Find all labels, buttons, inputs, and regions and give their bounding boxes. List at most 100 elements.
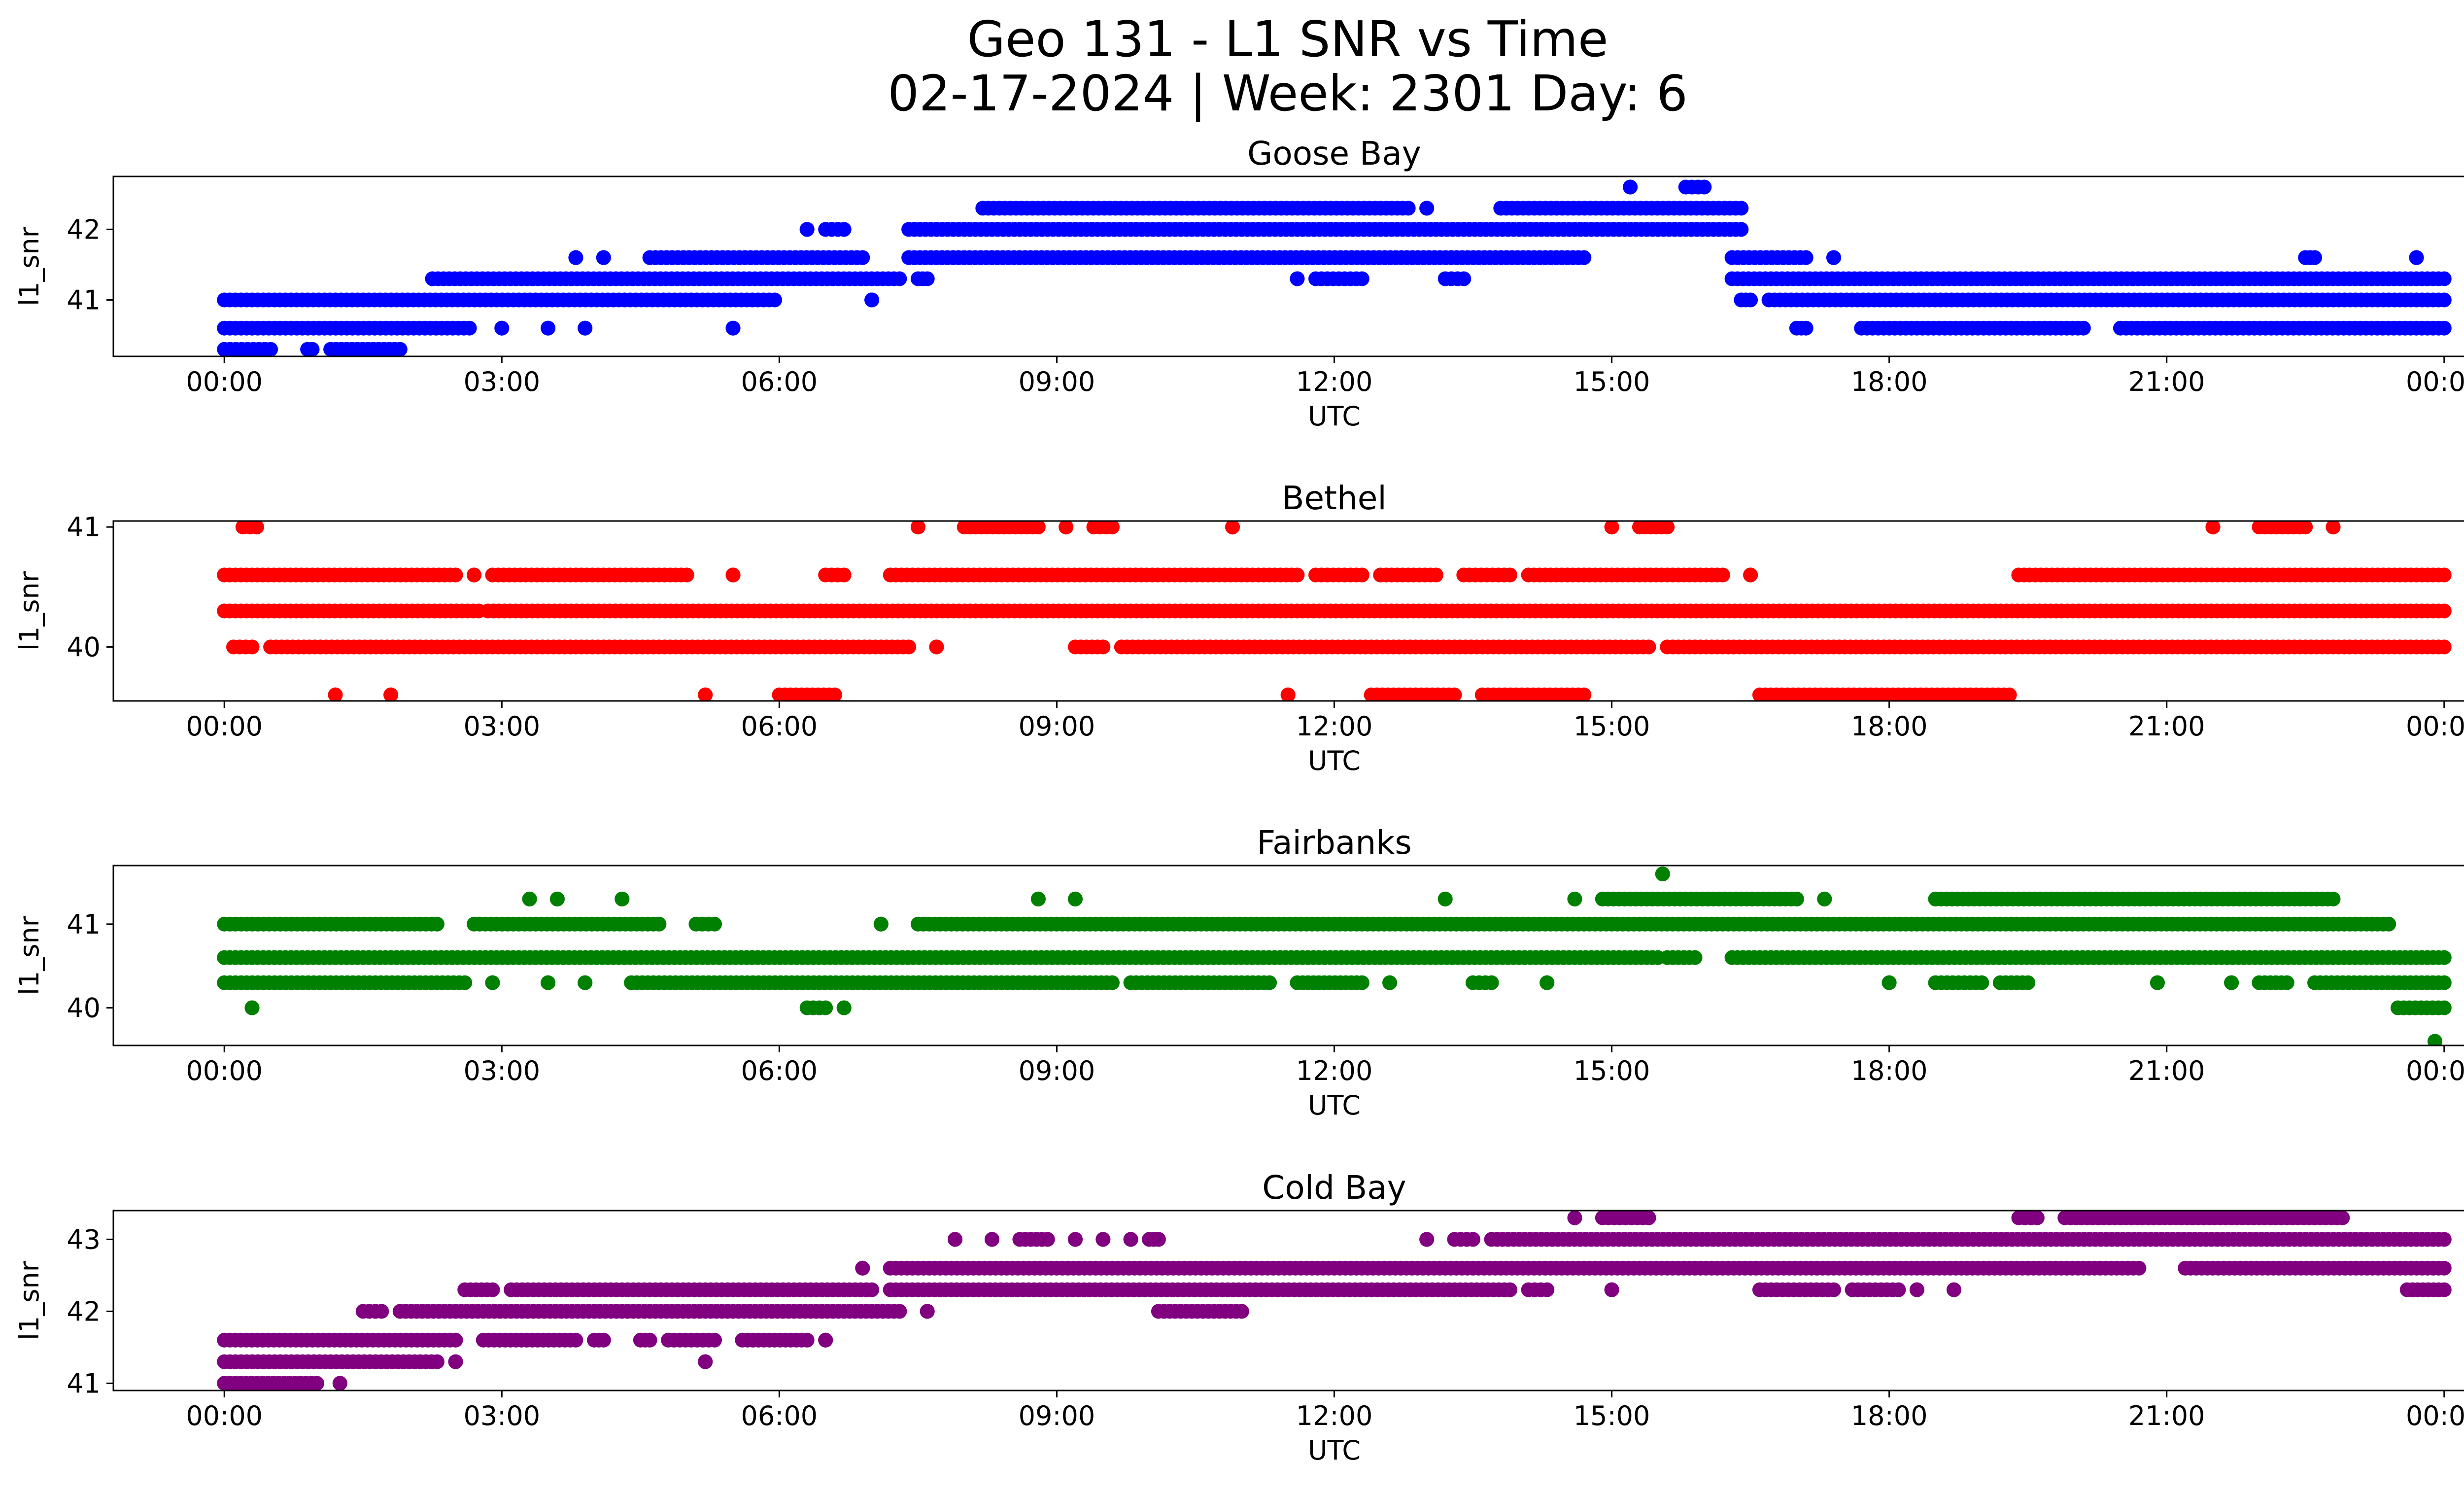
data-point xyxy=(855,1260,870,1276)
data-point xyxy=(578,975,593,990)
data-point xyxy=(1798,320,1814,336)
data-point xyxy=(1947,1282,1961,1297)
data-point xyxy=(1660,521,1675,535)
data-point xyxy=(1909,1282,1924,1297)
data-point xyxy=(1655,867,1670,881)
data-point xyxy=(1604,1282,1619,1297)
data-point xyxy=(448,1332,463,1348)
data-point xyxy=(374,1304,389,1319)
data-point xyxy=(836,567,852,583)
data-point xyxy=(698,687,713,701)
data-point xyxy=(467,567,481,583)
data-point xyxy=(1382,975,1398,990)
data-point xyxy=(2335,1211,2350,1225)
data-point xyxy=(2076,320,2091,336)
x-tick-label: 12:00 xyxy=(1296,1400,1373,1431)
data-point xyxy=(1734,222,1749,237)
x-tick-label: 15:00 xyxy=(1574,711,1650,742)
x-tick-label: 18:00 xyxy=(1851,1400,1928,1431)
x-axis-label: UTC xyxy=(1308,1090,1361,1121)
data-point xyxy=(2436,603,2452,619)
x-tick-label: 03:00 xyxy=(463,711,540,742)
data-point xyxy=(1826,250,1841,265)
data-point xyxy=(263,342,278,356)
data-point xyxy=(1789,891,1804,906)
data-point xyxy=(1576,250,1592,265)
data-point xyxy=(2436,1260,2452,1276)
data-point xyxy=(1826,1282,1841,1297)
data-point xyxy=(642,1332,657,1348)
data-point xyxy=(1882,975,1897,990)
data-point xyxy=(1354,271,1369,286)
data-point xyxy=(1354,975,1369,990)
data-point xyxy=(549,891,565,906)
data-point xyxy=(1734,201,1749,216)
x-tick-label: 21:00 xyxy=(2128,1400,2205,1431)
data-point xyxy=(1419,1232,1435,1247)
data-point xyxy=(2436,271,2452,286)
y-tick-label: 40 xyxy=(67,993,101,1024)
data-point xyxy=(1567,891,1582,906)
data-point xyxy=(892,271,907,286)
y-axis-label: l1_snr xyxy=(14,571,45,651)
data-point xyxy=(2436,320,2452,336)
data-point xyxy=(2436,975,2452,990)
data-point xyxy=(651,916,667,932)
x-tick-label: 09:00 xyxy=(1019,711,1095,742)
x-tick-label: 09:00 xyxy=(1019,1400,1095,1431)
data-point xyxy=(2436,639,2452,655)
x-tick-label: 18:00 xyxy=(1851,366,1928,397)
x-tick-label: 03:00 xyxy=(463,1055,540,1086)
data-point xyxy=(485,1282,500,1297)
data-point xyxy=(873,916,889,932)
data-point xyxy=(2020,975,2036,990)
data-point xyxy=(864,292,880,308)
y-axis-label: l1_snr xyxy=(14,226,45,306)
x-tick-label: 03:00 xyxy=(463,366,540,397)
data-point xyxy=(429,1354,445,1369)
data-point xyxy=(1456,271,1472,286)
data-point xyxy=(1641,639,1656,655)
data-point xyxy=(2436,1282,2452,1297)
x-tick-label: 06:00 xyxy=(741,366,818,397)
series-points xyxy=(217,1211,2452,1391)
data-point xyxy=(1604,521,1619,535)
data-point xyxy=(1540,1282,1555,1297)
figure-title-line-1: Geo 131 - L1 SNR vs Time xyxy=(967,10,1608,68)
data-point xyxy=(2436,1232,2452,1247)
x-tick-label: 00:00 xyxy=(2406,1055,2464,1086)
y-tick-label: 41 xyxy=(67,284,101,315)
data-point xyxy=(1123,1232,1138,1247)
data-point xyxy=(679,567,694,583)
data-point xyxy=(1040,1232,1055,1247)
data-point xyxy=(910,521,925,535)
y-tick-label: 42 xyxy=(67,214,101,245)
x-tick-label: 18:00 xyxy=(1851,711,1928,742)
data-point xyxy=(2326,891,2341,906)
data-point xyxy=(707,916,722,932)
data-point xyxy=(328,687,343,701)
data-point xyxy=(1437,891,1453,906)
data-point xyxy=(1095,639,1111,655)
data-point xyxy=(818,1332,833,1348)
data-point xyxy=(1290,567,1305,583)
data-point xyxy=(836,1000,852,1015)
data-point xyxy=(383,687,399,701)
x-tick-label: 00:00 xyxy=(2406,711,2464,742)
x-axis-label: UTC xyxy=(1308,1435,1361,1466)
x-tick-label: 21:00 xyxy=(2128,1055,2205,1086)
panel-title: Bethel xyxy=(1282,479,1387,517)
data-point xyxy=(332,1376,347,1391)
data-point xyxy=(1503,1282,1518,1297)
data-point xyxy=(1068,1232,1083,1247)
x-tick-label: 00:00 xyxy=(186,1055,263,1086)
data-point xyxy=(901,639,917,655)
data-point xyxy=(448,1354,463,1369)
y-axis-label: l1_snr xyxy=(14,915,45,995)
data-point xyxy=(2205,521,2221,535)
data-point xyxy=(244,1000,260,1015)
x-tick-label: 00:00 xyxy=(2406,366,2464,397)
data-point xyxy=(1891,1282,1906,1297)
data-point xyxy=(2409,250,2424,265)
